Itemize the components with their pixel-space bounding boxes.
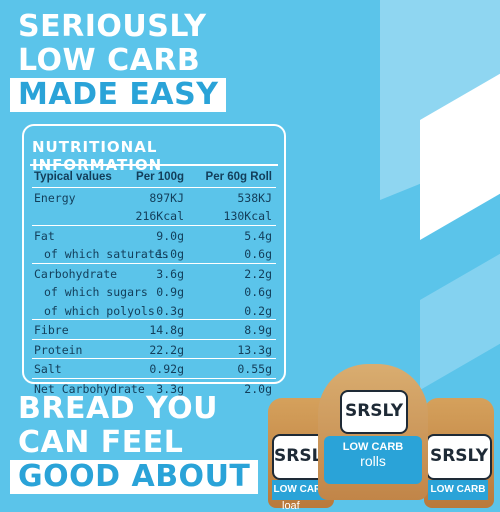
table-row: of which sugars 0.9g 0.6g bbox=[32, 282, 276, 301]
left-loaf-tag: LOW CARB bbox=[272, 480, 330, 500]
row-per100: 3.6g bbox=[156, 266, 184, 281]
row-per100: 0.3g bbox=[156, 303, 184, 318]
col-header-typical: Typical values bbox=[34, 171, 112, 183]
row-per60: 0.55g bbox=[237, 362, 272, 376]
rolls-tag: LOW CARB rolls bbox=[324, 436, 422, 484]
headline-line-2: LOW CARB bbox=[18, 43, 201, 78]
nutrition-panel: NUTRITIONAL INFORMATION Typical values P… bbox=[22, 124, 286, 396]
row-label: Fat bbox=[34, 228, 55, 243]
row-per100: 897KJ bbox=[149, 190, 184, 205]
table-row: Salt 0.92g 0.55g bbox=[32, 358, 276, 378]
row-label: Protein bbox=[34, 342, 83, 357]
row-label: Salt bbox=[34, 362, 62, 376]
right-loaf-tag: LOW CARB bbox=[428, 480, 488, 500]
row-per100: 0.9g bbox=[156, 285, 184, 299]
product-image: SRSLY LOW CARB SRSLY LOW CARB SRSLY LOW … bbox=[262, 340, 500, 512]
row-label: Net Carbohydrate bbox=[34, 381, 145, 396]
table-row: of which polyols 0.3g 0.2g bbox=[32, 301, 276, 320]
row-label: Energy bbox=[34, 190, 76, 205]
top-headline: SERIOUSLY LOW CARB MADE EASY bbox=[10, 9, 227, 112]
row-per100: 1.0g bbox=[156, 247, 184, 261]
table-row: of which saturates 1.0g 0.6g bbox=[32, 244, 276, 263]
rolls-label: SRSLY bbox=[340, 390, 408, 434]
row-per60: 0.6g bbox=[244, 247, 272, 261]
col-header-per60: Per 60g Roll bbox=[205, 171, 272, 183]
row-per60: 130Kcal bbox=[223, 209, 272, 223]
bottom-line-1: BREAD YOU bbox=[18, 391, 219, 426]
table-row: Protein 22.2g 13.3g bbox=[32, 338, 276, 359]
table-row: Energy 897KJ 538KJ bbox=[32, 186, 276, 207]
table-row: Fibre 14.8g 8.9g bbox=[32, 319, 276, 339]
row-per100: 22.2g bbox=[149, 342, 184, 357]
left-loaf-type: loaf bbox=[282, 500, 300, 512]
headline-line-1: SERIOUSLY bbox=[18, 9, 207, 44]
table-header-row: Typical values Per 100g Per 60g Roll bbox=[32, 168, 276, 187]
row-per60: 2.2g bbox=[244, 266, 272, 281]
row-per60: 5.4g bbox=[244, 228, 272, 243]
row-per100: 9.0g bbox=[156, 228, 184, 243]
row-per60: 8.9g bbox=[244, 323, 272, 337]
rolls-type: rolls bbox=[360, 453, 386, 469]
table-row: Net Carbohydrate 3.3g 2.0g bbox=[32, 377, 276, 398]
col-header-per100: Per 100g bbox=[136, 171, 184, 183]
row-label: Carbohydrate bbox=[34, 266, 118, 281]
nutrition-table: Typical values Per 100g Per 60g Roll Ene… bbox=[32, 168, 276, 397]
row-per100: 0.92g bbox=[149, 362, 184, 376]
title-divider bbox=[30, 164, 278, 166]
row-label: of which saturates bbox=[44, 247, 169, 261]
row-per60: 2.0g bbox=[244, 381, 272, 396]
bottom-headline: BREAD YOU CAN FEEL GOOD ABOUT bbox=[10, 391, 259, 494]
row-per60: 0.2g bbox=[244, 303, 272, 318]
row-per60: 13.3g bbox=[237, 342, 272, 357]
row-label: of which sugars bbox=[44, 285, 148, 299]
table-row: Fat 9.0g 5.4g bbox=[32, 224, 276, 245]
bottom-line-2: CAN FEEL bbox=[18, 425, 184, 460]
headline-line-3: MADE EASY bbox=[10, 78, 227, 112]
row-per60: 538KJ bbox=[237, 190, 272, 205]
row-per100: 14.8g bbox=[149, 323, 184, 337]
bottom-line-3: GOOD ABOUT bbox=[10, 460, 259, 494]
row-per100: 216Kcal bbox=[135, 209, 184, 223]
row-label: of which polyols bbox=[44, 303, 155, 318]
table-row: Carbohydrate 3.6g 2.2g bbox=[32, 262, 276, 283]
rolls-tag-text: LOW CARB bbox=[342, 441, 404, 453]
row-label: Fibre bbox=[34, 323, 69, 337]
right-loaf-label: SRSLY bbox=[426, 434, 492, 480]
row-per60: 0.6g bbox=[244, 285, 272, 299]
table-row: 216Kcal 130Kcal bbox=[32, 206, 276, 225]
row-per100: 3.3g bbox=[156, 381, 184, 396]
